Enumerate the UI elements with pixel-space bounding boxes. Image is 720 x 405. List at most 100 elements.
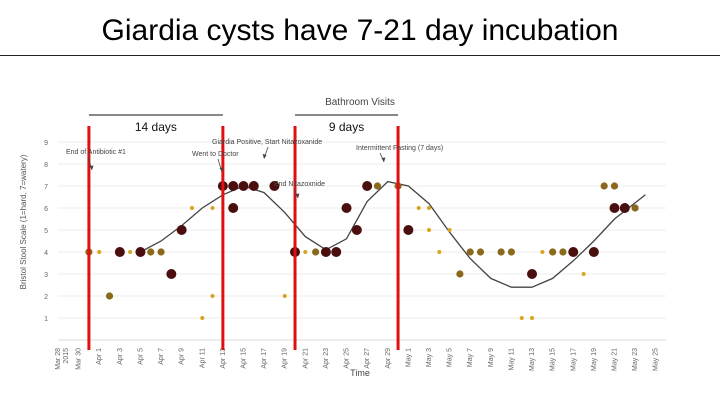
marker-layer: End of Antibiotic #1 Went to Doctor End Ni…	[66, 126, 443, 350]
span-label: 9 days	[329, 120, 364, 134]
data-point	[476, 248, 485, 256]
data-point	[341, 203, 352, 213]
data-point	[426, 206, 431, 210]
x-tick-label: May 3	[426, 348, 433, 367]
y-tick-label: 1	[44, 316, 48, 323]
data-point	[147, 248, 155, 256]
y-axis-label: Bristol Stool Scale (1=hard, 7=watery)	[19, 154, 28, 289]
x-tick-label: Apr 13	[220, 348, 227, 369]
x-tick-label: May 13	[529, 348, 536, 371]
data-point	[527, 269, 538, 279]
data-points	[85, 181, 639, 320]
data-point	[403, 225, 414, 235]
y-tick-label: 4	[44, 250, 48, 257]
data-point	[456, 270, 464, 278]
y-tick-label: 5	[44, 228, 48, 235]
x-tick-label: Apr 25	[344, 348, 351, 369]
x-tick-label: Apr 9	[179, 348, 186, 365]
data-point	[362, 181, 373, 191]
data-point	[549, 248, 557, 256]
data-point	[609, 203, 620, 213]
data-point	[581, 272, 586, 276]
x-tick-label: May 7	[467, 348, 474, 367]
x-tick-label: May 1	[405, 348, 412, 367]
data-point	[331, 247, 342, 257]
x-tick-label: May 5	[447, 348, 454, 367]
data-point	[540, 250, 545, 254]
x-tick-label: May 21	[611, 348, 618, 371]
event-arrowhead	[219, 167, 224, 172]
x-tick-label: Apr 1	[96, 348, 103, 365]
trend-layer	[140, 180, 646, 288]
data-point	[447, 228, 452, 232]
data-point	[128, 250, 133, 254]
data-point	[228, 203, 239, 213]
x-tick-label: Apr 3	[117, 348, 124, 365]
data-point	[497, 248, 505, 256]
y-tick-label: 3	[44, 272, 48, 279]
event-arrowhead	[295, 193, 300, 198]
event-arrowhead	[381, 157, 386, 162]
data-point	[97, 250, 102, 254]
y-tick-label: 2	[44, 294, 48, 301]
x-tick-label: Apr 19	[282, 348, 289, 369]
data-point	[228, 181, 239, 191]
data-point	[610, 182, 619, 190]
slide-title: Giardia cysts have 7-21 day incubation	[101, 14, 619, 47]
title-divider	[0, 55, 720, 56]
x-tick-label: May 23	[632, 348, 639, 371]
annotation-arrowhead	[262, 154, 267, 159]
x-tick-label: Apr 17	[261, 348, 268, 369]
chart-title: Bathroom Visits	[325, 97, 395, 108]
x-tick-label: Apr 29	[385, 348, 392, 369]
data-point	[507, 248, 516, 256]
x-tick-label: May 15	[550, 348, 557, 371]
x-tick-label: Apr 15	[240, 348, 247, 369]
data-point	[157, 248, 165, 256]
data-point	[282, 294, 287, 298]
data-point	[269, 181, 280, 191]
y-tick-label: 8	[44, 162, 48, 169]
span-label: 14 days	[135, 120, 177, 134]
data-point	[166, 269, 177, 279]
x-tick-label: Mar 30	[76, 348, 83, 370]
data-point	[437, 250, 442, 254]
x-axis-label: Time	[350, 368, 370, 378]
x-tick-sublabel: 2015	[63, 348, 70, 364]
y-axis-ticks: 1 2 3 4 5 6 7 8 9	[44, 140, 48, 323]
x-tick-label: Apr 27	[364, 348, 371, 369]
data-point	[568, 247, 579, 257]
data-point	[631, 204, 639, 212]
trend-line	[140, 180, 646, 288]
x-tick-label: May 11	[508, 348, 515, 371]
data-point	[105, 292, 114, 300]
data-point	[619, 203, 630, 213]
x-tick-label: Apr 5	[137, 348, 144, 365]
x-tick-label: Apr 23	[323, 348, 330, 369]
data-point	[559, 248, 567, 256]
event-label: End of Antibiotic #1	[66, 149, 126, 156]
x-tick-label: May 19	[591, 348, 598, 371]
data-point	[200, 316, 205, 320]
data-point	[416, 206, 421, 210]
y-tick-label: 6	[44, 206, 48, 213]
y-tick-label: 7	[44, 184, 48, 191]
grid-lines	[58, 141, 666, 341]
data-point	[426, 228, 431, 232]
x-tick-label: May 17	[570, 348, 577, 371]
event-arrowhead	[89, 165, 94, 170]
data-point	[519, 316, 524, 320]
data-point	[466, 248, 474, 256]
x-tick-label: Apr 7	[158, 348, 165, 365]
event-label: End Nitazoxnide	[274, 181, 325, 188]
data-point	[135, 247, 146, 257]
x-tick-label: Apr 21	[302, 348, 309, 369]
data-point	[320, 247, 331, 257]
x-tick-label: Mar 28	[55, 348, 62, 370]
x-tick-label: Apr 11	[199, 348, 206, 368]
event-label: Went to Doctor	[192, 151, 239, 158]
data-point	[351, 225, 362, 235]
data-point	[210, 206, 215, 210]
x-tick-label: May 9	[488, 348, 495, 367]
